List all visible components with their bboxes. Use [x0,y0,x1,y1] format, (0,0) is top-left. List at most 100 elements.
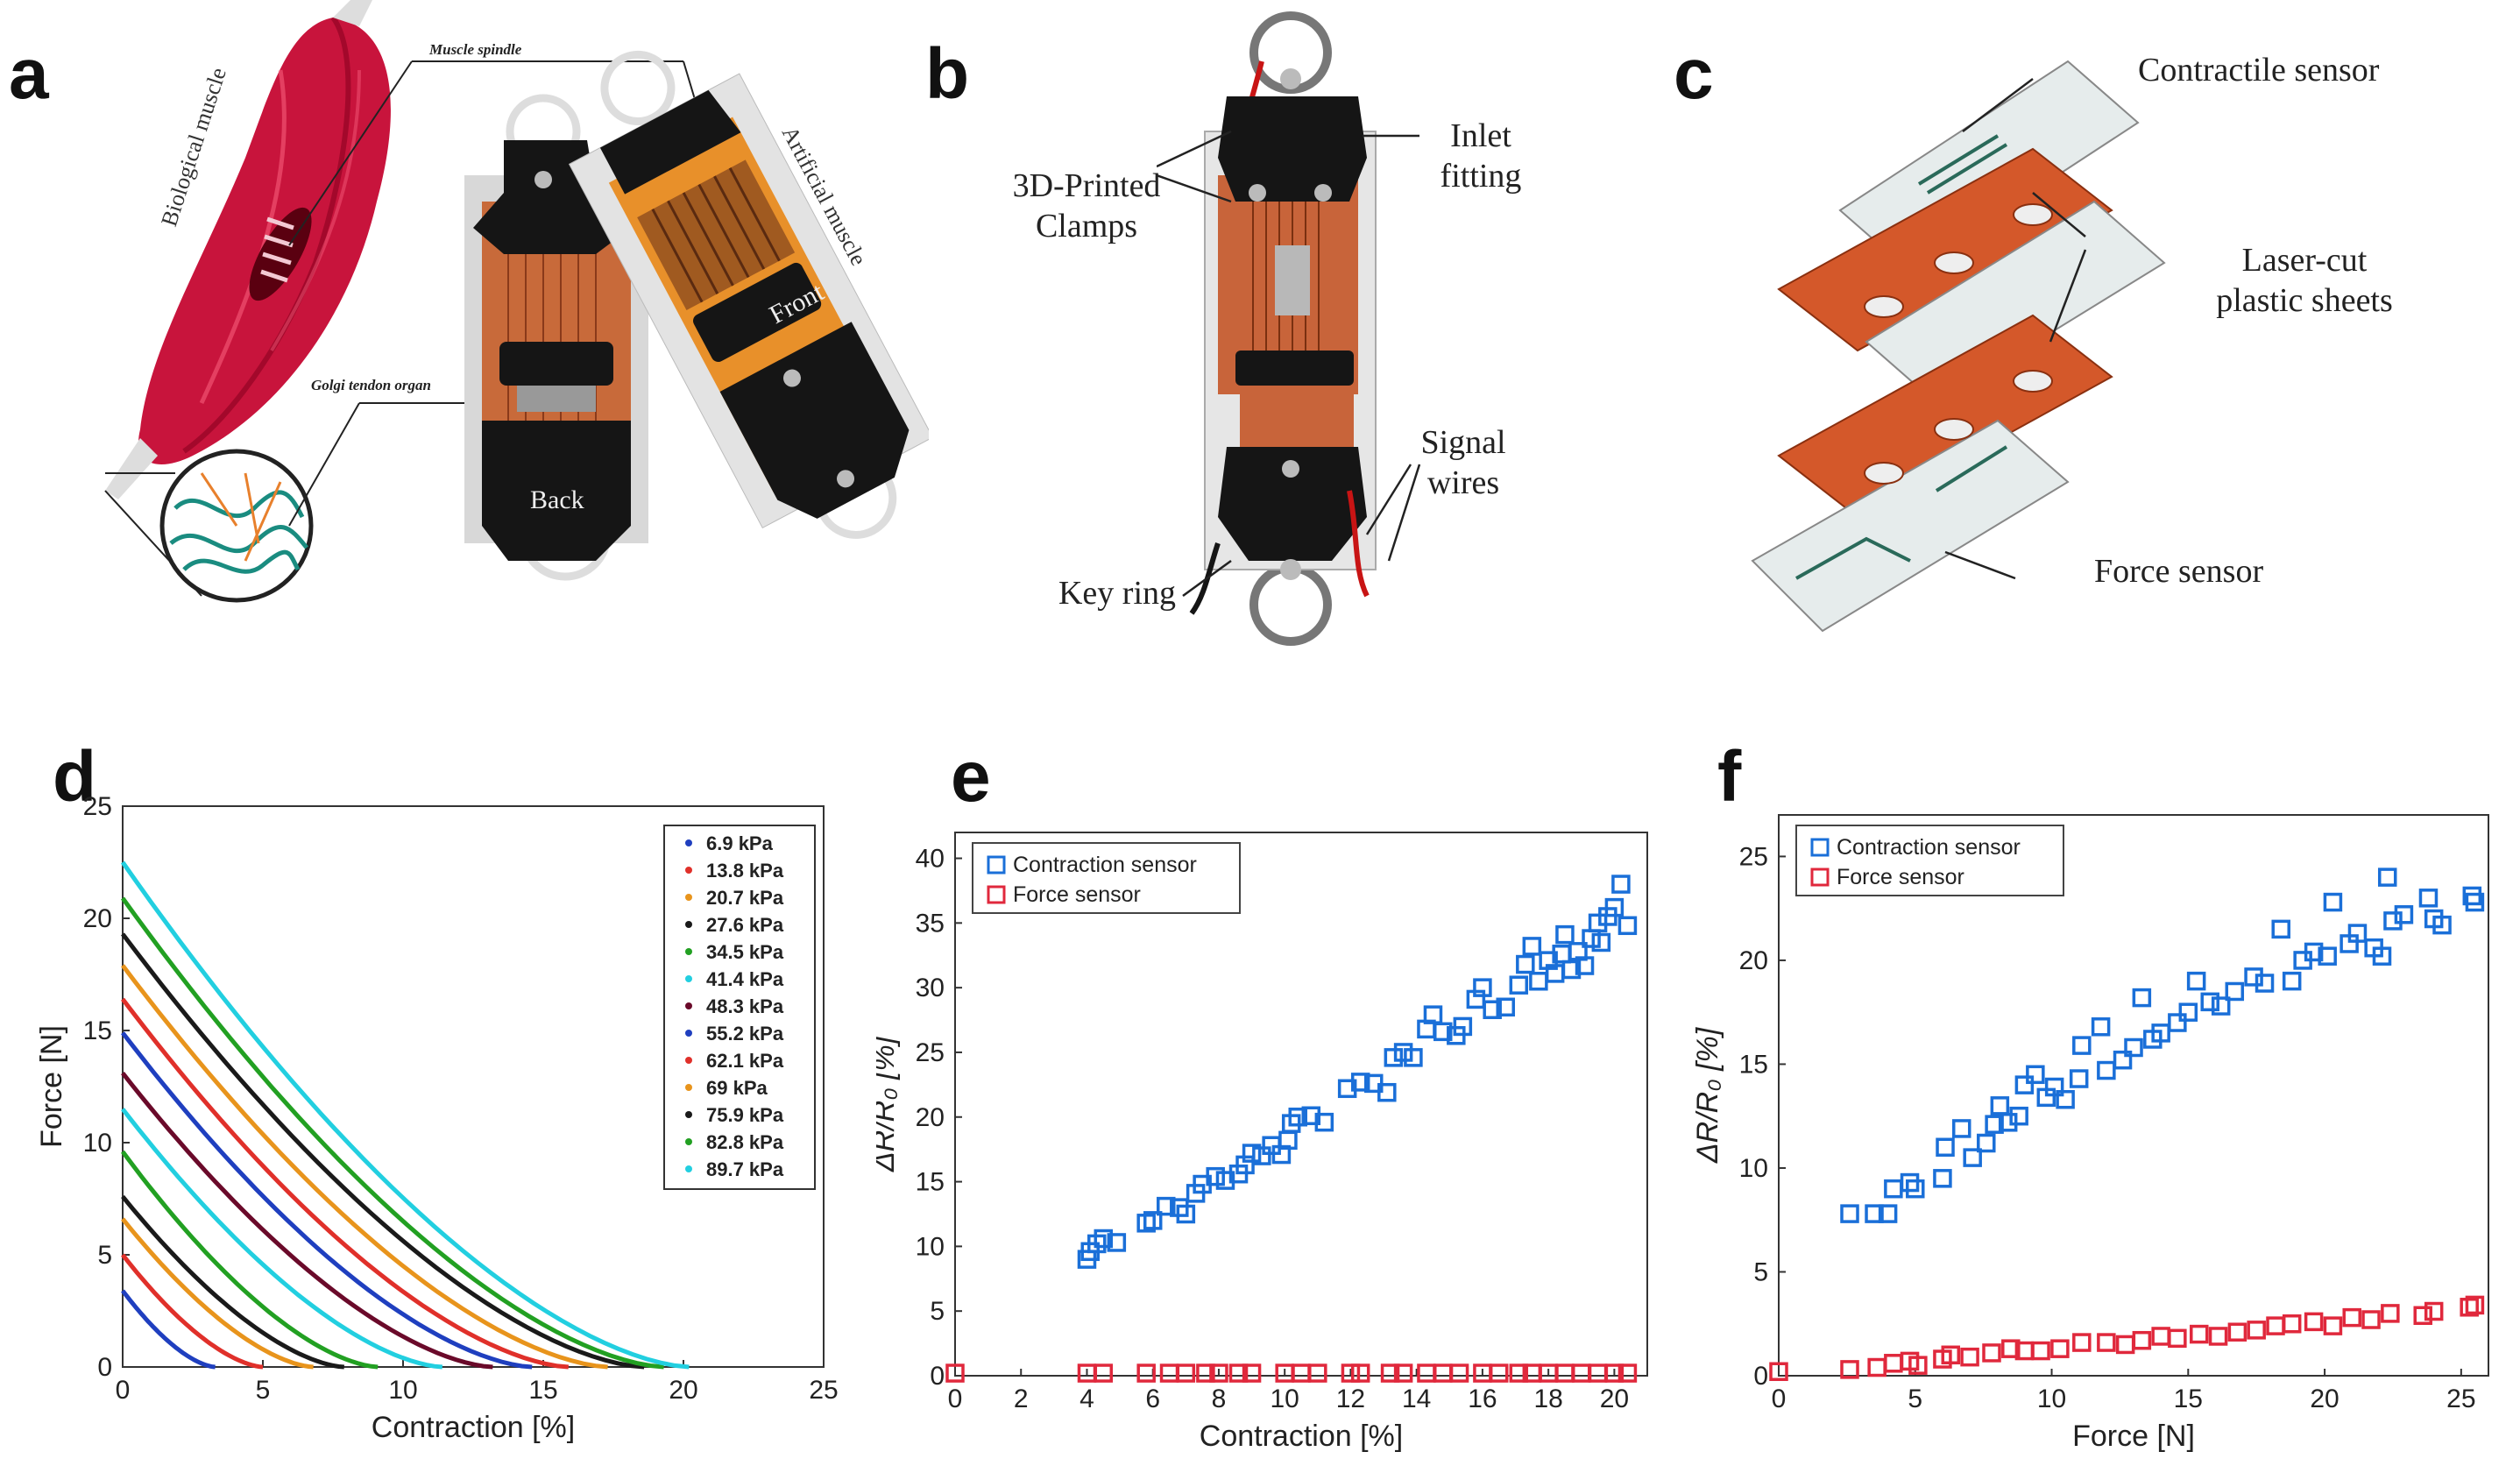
y-tick-label: 5 [97,1241,112,1270]
chart-f: 0 5 10 15 20 25 0 5 10 15 20 25 Force [N] ΔR/R₀ [%] Co… [1691,814,2489,1453]
laser-cut-line-2: plastic sheets [2216,281,2393,319]
chart-d: 0 5 10 15 20 25 0 5 10 15 20 25 Contraction [%] Force… [35,792,839,1444]
scatter-point [1176,1204,1196,1224]
x-axis-label: Contraction [%] [1200,1420,1403,1453]
scatter-point [2372,946,2392,966]
y-tick-label: 0 [97,1353,112,1382]
series-line [121,964,608,1370]
panel-c-label: c [1674,34,1714,114]
contractile-sensor-callout: Contractile sensor [2138,52,2380,89]
legend-entry: 41.4 kPa [706,968,784,990]
scatter-point [1555,924,1575,945]
panel-a-illustration: Biological muscle Muscle spindle Golgi t… [104,0,929,603]
muscle-spindle-label: Muscle spindle [428,41,522,58]
scatter-point [1963,1148,1982,1167]
scatter-point [1209,1363,1228,1383]
scatter-point [1314,1112,1334,1132]
x-axis-label: Contraction [%] [372,1411,575,1444]
series-line [121,1108,443,1370]
scatter-point [1617,916,1638,936]
scatter-point [2247,1321,2266,1340]
scatter-point [1393,1043,1413,1062]
x-axis-label: Force [N] [2072,1420,2195,1453]
scatter-point [2323,1316,2343,1335]
inlet-line-1: Inlet [1450,117,1511,154]
series-line [121,1217,314,1370]
scatter-point [1228,1363,1249,1383]
scatter-point [1143,1211,1163,1230]
legend-marker [685,1057,692,1064]
scatter-point [1867,1357,1886,1377]
plot-frame [954,832,1648,1377]
scatter-point [1107,1233,1127,1252]
scatter-point [1908,1356,1928,1375]
scatter-point [1561,960,1582,980]
y-tick-label: 35 [916,909,945,938]
x-tick-label: 14 [1402,1384,1431,1413]
clamp-bottom [1218,447,1367,561]
x-tick-label: 20 [1600,1384,1629,1413]
scatter-point [1136,1363,1156,1383]
scatter-point [1449,1363,1469,1383]
laser-cut-callout: Laser-cut plastic sheets [2191,241,2418,321]
legend-marker [685,1165,692,1172]
scatter-point [1840,1204,1859,1223]
legend-box [1795,825,2064,896]
series-line [121,997,570,1370]
y-tick-label: 15 [83,1016,112,1045]
panel-c-illustration [1751,60,2166,633]
scatter-point [1933,1169,1952,1188]
panel-e-label: e [951,737,991,817]
legend-marker [685,867,692,874]
legend-entry: Force sensor [1013,882,1141,907]
legend-entry: Contraction sensor [1013,853,1197,877]
y-tick-label: 5 [930,1297,945,1326]
panel-f-label: f [1717,737,1742,817]
x-tick-label: 0 [1772,1384,1787,1413]
scatter-point [2266,1316,2285,1335]
legend-marker [685,839,692,846]
scatter-point [2069,1069,2089,1088]
x-tick-label: 16 [1468,1384,1497,1413]
scatter-point [2056,1089,2075,1109]
scatter-point [2282,1314,2302,1334]
scatter-point [2178,1002,2198,1022]
scatter-point [2418,889,2439,908]
x-tick-label: 8 [1212,1384,1227,1413]
y-tick-label: 15 [1739,1050,1768,1079]
series-line [121,1194,344,1370]
scatter-point [1990,1096,2010,1115]
x-tick-label: 0 [948,1384,963,1413]
scatter-point [1308,1363,1327,1383]
scatter-point [2465,892,2485,912]
legend-marker [685,1138,692,1145]
scatter-point [2044,1077,2064,1097]
x-tick-label: 20 [669,1376,697,1405]
x-tick-label: 25 [2446,1384,2475,1413]
legend-marker [685,1002,692,1009]
artificial-muscle-back [464,94,648,581]
scatter-point [1998,1113,2018,1132]
legend-marker [987,855,1006,875]
scatter-point [2050,1339,2070,1358]
artificial-muscle-front [568,50,929,539]
scatter-point [1591,932,1611,952]
y-tick-label: 25 [916,1038,945,1067]
legend-marker [987,885,1006,904]
scatter-point [1509,975,1529,995]
panel-a-label: a [9,34,49,114]
scatter-point [1377,1082,1397,1102]
legend-marker [1810,868,1830,887]
scatter-point [2186,971,2206,991]
x-tick-label: 5 [1908,1384,1922,1413]
y-tick-label: 15 [916,1168,945,1197]
y-tick-label: 10 [916,1232,945,1261]
x-tick-label: 2 [1014,1384,1029,1413]
scatter-point [2342,1307,2361,1328]
scatter-point [1840,1360,1859,1379]
scatter-point [2124,1037,2143,1058]
scatter-point [2304,1312,2324,1332]
legend-marker [1810,838,1830,857]
scatter-point [1252,1146,1271,1165]
scatter-point [2323,892,2343,912]
